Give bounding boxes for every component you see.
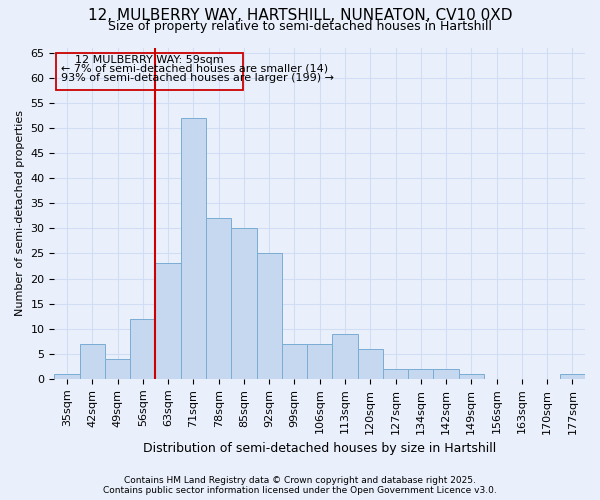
Bar (105, 359, 130, 379)
X-axis label: Distribution of semi-detached houses by size in Hartshill: Distribution of semi-detached houses by … (143, 442, 496, 455)
Bar (80, 344, 105, 379)
Text: Size of property relative to semi-detached houses in Hartshill: Size of property relative to semi-detach… (108, 20, 492, 33)
Y-axis label: Number of semi-detached properties: Number of semi-detached properties (15, 110, 25, 316)
Bar (55, 374, 80, 379)
Bar (358, 349, 383, 379)
Text: 93% of semi-detached houses are larger (199) →: 93% of semi-detached houses are larger (… (61, 72, 334, 83)
Bar (282, 344, 307, 379)
Bar (206, 218, 231, 379)
Bar (383, 369, 408, 379)
Bar (231, 228, 257, 379)
Bar (408, 369, 433, 379)
Bar (181, 118, 206, 379)
Bar (155, 264, 181, 379)
Text: ← 7% of semi-detached houses are smaller (14): ← 7% of semi-detached houses are smaller… (61, 63, 328, 73)
Text: Contains HM Land Registry data © Crown copyright and database right 2025.: Contains HM Land Registry data © Crown c… (124, 476, 476, 485)
Bar (307, 344, 332, 379)
Bar (332, 334, 358, 379)
Bar (458, 374, 484, 379)
Bar (433, 369, 458, 379)
Text: 12, MULBERRY WAY, HARTSHILL, NUNEATON, CV10 0XD: 12, MULBERRY WAY, HARTSHILL, NUNEATON, C… (88, 8, 512, 22)
Text: Contains public sector information licensed under the Open Government Licence v3: Contains public sector information licen… (103, 486, 497, 495)
Bar (560, 374, 585, 379)
Text: 12 MULBERRY WAY: 59sqm: 12 MULBERRY WAY: 59sqm (75, 55, 223, 65)
Bar (257, 254, 282, 379)
Bar (130, 318, 155, 379)
